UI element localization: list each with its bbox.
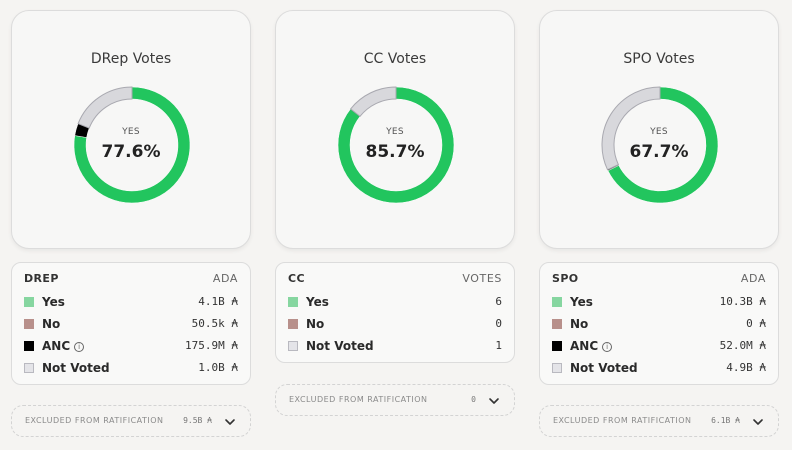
table-row-anc: ANC i 175.9M ₳ bbox=[24, 338, 238, 354]
card-title: SPO Votes bbox=[623, 51, 695, 67]
donut-center-label: YES bbox=[122, 127, 140, 137]
no-swatch-icon bbox=[24, 319, 34, 329]
donut-center-value: 67.7% bbox=[629, 142, 689, 162]
donut-segment-yes bbox=[73, 86, 191, 204]
row-label: ANC bbox=[570, 339, 599, 353]
excluded-value: 9.5B ₳ bbox=[183, 416, 212, 425]
row-value: 50.5k ₳ bbox=[191, 317, 238, 330]
chevron-down-icon bbox=[753, 419, 763, 425]
table-row-not-voted: Not Voted 1.0B ₳ bbox=[24, 360, 238, 376]
info-icon[interactable]: i bbox=[74, 342, 85, 352]
table-unit: ADA bbox=[740, 272, 766, 285]
row-label: No bbox=[306, 317, 325, 331]
excluded-label: EXCLUDED FROM RATIFICATION bbox=[25, 416, 164, 425]
row-label: ANC bbox=[42, 339, 71, 353]
yes-swatch-icon bbox=[24, 297, 34, 307]
table-header: CC VOTES bbox=[288, 272, 502, 286]
chevron-down-icon bbox=[489, 398, 499, 404]
table-unit: VOTES bbox=[462, 272, 502, 285]
table-row-yes: Yes 4.1B ₳ bbox=[24, 294, 238, 310]
donut-center-value: 85.7% bbox=[365, 142, 425, 162]
info-icon[interactable]: i bbox=[602, 342, 613, 352]
drep-votes-card: DRep Votes YES 77.6% bbox=[11, 10, 251, 249]
table-row-no: No 0 ₳ bbox=[552, 316, 766, 332]
card-title: DRep Votes bbox=[90, 51, 172, 67]
row-label: Yes bbox=[42, 295, 65, 309]
table-name: SPO bbox=[552, 272, 579, 285]
table-header: SPO ADA bbox=[552, 272, 766, 286]
yes-swatch-icon bbox=[288, 297, 298, 307]
spo-votes-card: SPO Votes YES 67.7% bbox=[539, 10, 779, 249]
not-voted-swatch-icon bbox=[24, 363, 34, 373]
drep-breakdown-table: DREP ADA Yes 4.1B ₳ No 50.5k ₳ ANC i 175.… bbox=[11, 262, 251, 385]
row-label: Not Voted bbox=[42, 361, 110, 375]
row-value: 6 bbox=[495, 295, 502, 308]
no-swatch-icon bbox=[288, 319, 298, 329]
donut-center-label: YES bbox=[386, 127, 404, 137]
row-value: 0 bbox=[495, 317, 502, 330]
spo-breakdown-table: SPO ADA Yes 10.3B ₳ No 0 ₳ ANC i 52.0M ₳ … bbox=[539, 262, 779, 385]
row-label: Yes bbox=[570, 295, 593, 309]
table-name: DREP bbox=[24, 272, 59, 285]
excluded-from-ratification-toggle[interactable]: EXCLUDED FROM RATIFICATION 0 bbox=[275, 384, 515, 416]
cc-donut-chart bbox=[337, 86, 455, 204]
row-value: 10.3B ₳ bbox=[719, 295, 766, 308]
excluded-value: 6.1B ₳ bbox=[711, 416, 740, 425]
cc-votes-card: CC Votes YES 85.7% bbox=[275, 10, 515, 249]
excluded-value: 0 bbox=[471, 395, 476, 404]
donut-center-label: YES bbox=[650, 127, 668, 137]
row-label-group: ANC i bbox=[42, 339, 85, 353]
chevron-down-icon bbox=[225, 419, 235, 425]
table-row-anc: ANC i 52.0M ₳ bbox=[552, 338, 766, 354]
no-swatch-icon bbox=[552, 319, 562, 329]
row-value: 4.9B ₳ bbox=[726, 361, 766, 374]
table-unit: ADA bbox=[212, 272, 238, 285]
yes-swatch-icon bbox=[552, 297, 562, 307]
table-header: DREP ADA bbox=[24, 272, 238, 286]
excluded-from-ratification-toggle[interactable]: EXCLUDED FROM RATIFICATION 6.1B ₳ bbox=[539, 405, 779, 437]
row-value: 4.1B ₳ bbox=[198, 295, 238, 308]
anc-swatch-icon bbox=[552, 341, 562, 351]
table-name: CC bbox=[288, 272, 305, 285]
table-row-not-voted: Not Voted 1 bbox=[288, 338, 502, 354]
excluded-label: EXCLUDED FROM RATIFICATION bbox=[289, 395, 428, 404]
table-row-not-voted: Not Voted 4.9B ₳ bbox=[552, 360, 766, 376]
donut-center-value: 77.6% bbox=[101, 142, 161, 162]
table-row-yes: Yes 10.3B ₳ bbox=[552, 294, 766, 310]
excluded-label: EXCLUDED FROM RATIFICATION bbox=[553, 416, 692, 425]
excluded-from-ratification-toggle[interactable]: EXCLUDED FROM RATIFICATION 9.5B ₳ bbox=[11, 405, 251, 437]
donut-segment-yes bbox=[337, 86, 455, 204]
table-row-yes: Yes 6 bbox=[288, 294, 502, 310]
table-row-no: No 0 bbox=[288, 316, 502, 332]
donut-segment-not-voted bbox=[349, 86, 397, 118]
row-value: 175.9M ₳ bbox=[185, 339, 238, 352]
anc-swatch-icon bbox=[24, 341, 34, 351]
not-voted-swatch-icon bbox=[288, 341, 298, 351]
row-label: No bbox=[42, 317, 61, 331]
card-title: CC Votes bbox=[363, 51, 427, 67]
cc-breakdown-table: CC VOTES Yes 6 No 0 Not Voted 1 bbox=[275, 262, 515, 363]
table-row-no: No 50.5k ₳ bbox=[24, 316, 238, 332]
row-value: 52.0M ₳ bbox=[719, 339, 766, 352]
not-voted-swatch-icon bbox=[552, 363, 562, 373]
row-label: Yes bbox=[306, 295, 329, 309]
row-label-group: ANC i bbox=[570, 339, 613, 353]
row-value: 1 bbox=[495, 339, 502, 352]
donut-segment-not-voted bbox=[601, 86, 661, 171]
spo-donut-chart bbox=[601, 86, 719, 204]
row-label: Not Voted bbox=[306, 339, 374, 353]
row-label: Not Voted bbox=[570, 361, 638, 375]
donut-segment-not-voted bbox=[77, 86, 133, 129]
row-value: 1.0B ₳ bbox=[198, 361, 238, 374]
row-label: No bbox=[570, 317, 589, 331]
drep-donut-chart bbox=[73, 86, 191, 204]
row-value: 0 ₳ bbox=[746, 317, 766, 330]
